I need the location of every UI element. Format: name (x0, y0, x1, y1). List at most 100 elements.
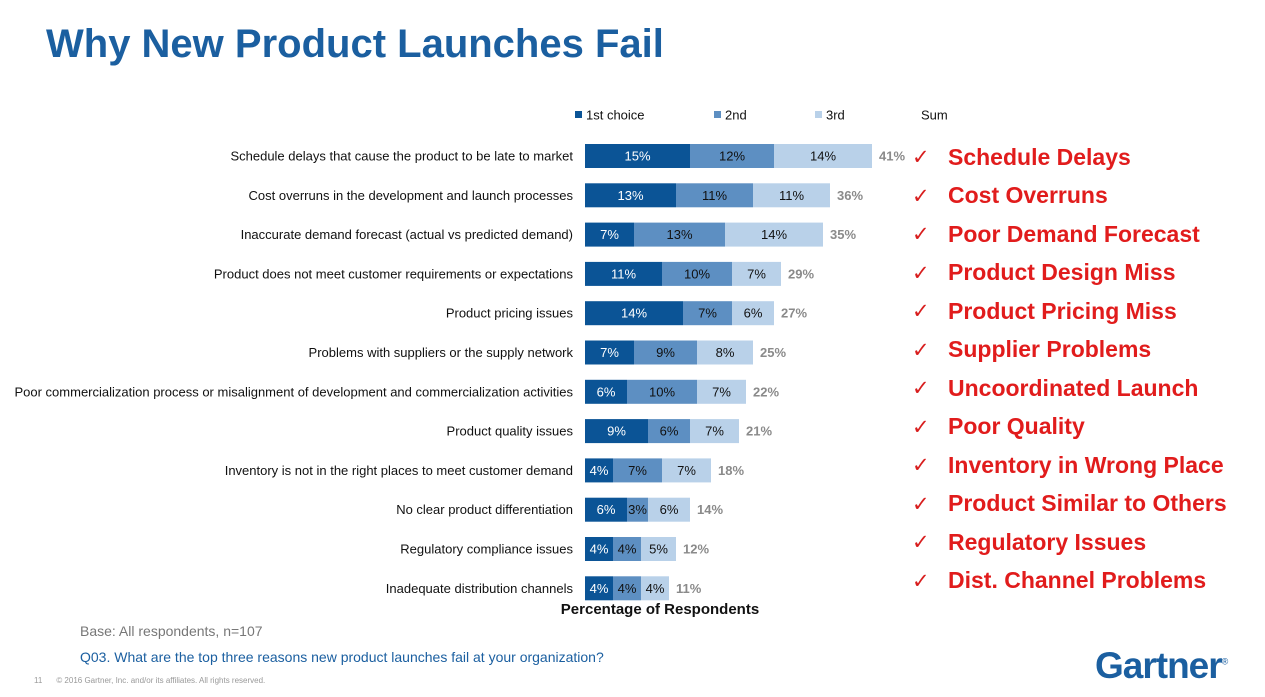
sum-label: 35% (830, 227, 856, 242)
bar-value-label: 7% (628, 463, 647, 478)
bar-segment (585, 222, 634, 247)
check-icon: ✓ (912, 145, 930, 169)
bar-segment (774, 144, 872, 168)
bar-segment (585, 261, 662, 286)
bar-segment (613, 458, 662, 483)
sum-label: 12% (683, 542, 709, 557)
bar-value-label: 6% (744, 306, 763, 321)
callout-text: Product Design Miss (948, 259, 1176, 285)
page-title: Why New Product Launches Fail (46, 22, 664, 66)
category-label: Poor commercialization process or misali… (14, 384, 573, 399)
category-label: Product quality issues (447, 424, 574, 439)
callout-text: Product Similar to Others (948, 490, 1227, 516)
page-number: 11 (34, 676, 43, 685)
category-label: Regulatory compliance issues (400, 542, 573, 557)
bar-value-label: 13% (617, 188, 643, 203)
bar-value-label: 6% (660, 502, 679, 517)
bar-segment (648, 497, 690, 522)
callout-item: ✓ Inventory in Wrong Place (912, 450, 1224, 480)
bar-value-label: 3% (628, 502, 647, 517)
sum-label: 41% (879, 149, 905, 164)
callout-text: Regulatory Issues (948, 528, 1147, 555)
bar-value-label: 4% (646, 581, 665, 596)
registered-mark: ® (1221, 656, 1229, 667)
bar-segment (690, 419, 739, 444)
bar-segment (732, 301, 774, 326)
legend-label: 1st choice (586, 108, 645, 123)
bar-value-label: 7% (600, 345, 619, 360)
check-icon: ✓ (912, 568, 930, 593)
callout-item: ✓ Schedule Delays (912, 142, 1131, 172)
callout-text: Poor Quality (948, 413, 1085, 439)
callout-text: Supplier Problems (948, 336, 1152, 362)
category-label: Product pricing issues (446, 306, 574, 321)
callout-item: ✓ Product Pricing Miss (912, 296, 1177, 326)
category-label: Schedule delays that cause the product t… (230, 149, 573, 164)
bar-value-label: 9% (607, 424, 626, 439)
bar-segment (662, 458, 711, 483)
legend-swatch (575, 111, 582, 118)
callout-item: ✓ Poor Quality (912, 412, 1085, 442)
sum-label: 22% (753, 384, 779, 399)
bar-value-label: 10% (684, 266, 710, 281)
callout-text: Uncoordinated Launch (948, 374, 1199, 401)
sum-label: 36% (837, 188, 863, 203)
callout-item: ✓ Product Similar to Others (912, 489, 1227, 519)
bar-segment (585, 340, 634, 365)
category-label: Inadequate distribution channels (386, 581, 574, 596)
callout-item: ✓ Supplier Problems (912, 335, 1151, 365)
survey-question: Q03. What are the top three reasons new … (80, 649, 604, 665)
bar-value-label: 7% (677, 463, 696, 478)
bar-value-label: 7% (747, 266, 766, 281)
bar-value-label: 7% (698, 306, 717, 321)
copyright: © 2016 Gartner, Inc. and/or its affiliat… (56, 676, 266, 685)
bar-segment (648, 419, 690, 444)
check-icon: ✓ (912, 453, 930, 477)
callout-text: Inventory in Wrong Place (948, 451, 1224, 478)
check-icon: ✓ (912, 491, 930, 516)
bar-value-label: 10% (649, 384, 675, 399)
bar-value-label: 11% (611, 266, 636, 281)
bar-segment (585, 497, 627, 522)
bar-segment (641, 537, 676, 561)
sum-label: 14% (697, 502, 723, 517)
bar-value-label: 7% (705, 424, 724, 439)
bar-value-label: 6% (597, 502, 616, 517)
legend-label: 3rd (826, 108, 845, 123)
bar-segment (690, 144, 774, 168)
bar-value-label: 6% (660, 424, 679, 439)
bar-segment (725, 222, 823, 247)
bar-value-label: 4% (590, 581, 609, 596)
sum-label: 25% (760, 345, 786, 360)
check-icon: ✓ (912, 260, 930, 285)
bar-value-label: 4% (618, 581, 637, 596)
check-icon: ✓ (912, 414, 930, 439)
bar-segment (585, 419, 648, 444)
callout-text: Cost Overruns (948, 182, 1108, 208)
bar-value-label: 14% (810, 149, 836, 164)
callout-item: ✓ Regulatory Issues (912, 527, 1146, 557)
gartner-logo: Gartner® (1095, 645, 1229, 687)
logo-text: Gartner (1095, 645, 1223, 686)
sum-label: 29% (788, 266, 814, 281)
bar-value-label: 4% (590, 542, 609, 557)
base-note: Base: All respondents, n=107 (80, 623, 263, 639)
bar-value-label: 11% (702, 188, 727, 203)
bar-segment (732, 261, 781, 286)
legend-label: 2nd (725, 108, 747, 123)
category-label: No clear product differentiation (396, 502, 573, 517)
bar-value-label: 11% (779, 188, 804, 203)
bar-segment (613, 537, 641, 561)
bar-segment (753, 183, 830, 208)
sum-label: 27% (781, 306, 807, 321)
callout-text: Dist. Channel Problems (948, 567, 1207, 593)
bar-segment (585, 144, 690, 168)
bar-value-label: 14% (621, 306, 647, 321)
bar-value-label: 7% (600, 227, 619, 242)
bar-value-label: 6% (597, 384, 616, 399)
x-axis-title: Percentage of Respondents (561, 601, 759, 618)
bar-value-label: 13% (666, 227, 692, 242)
legend-swatch (815, 111, 822, 118)
callout-item: ✓ Product Design Miss (912, 258, 1175, 288)
